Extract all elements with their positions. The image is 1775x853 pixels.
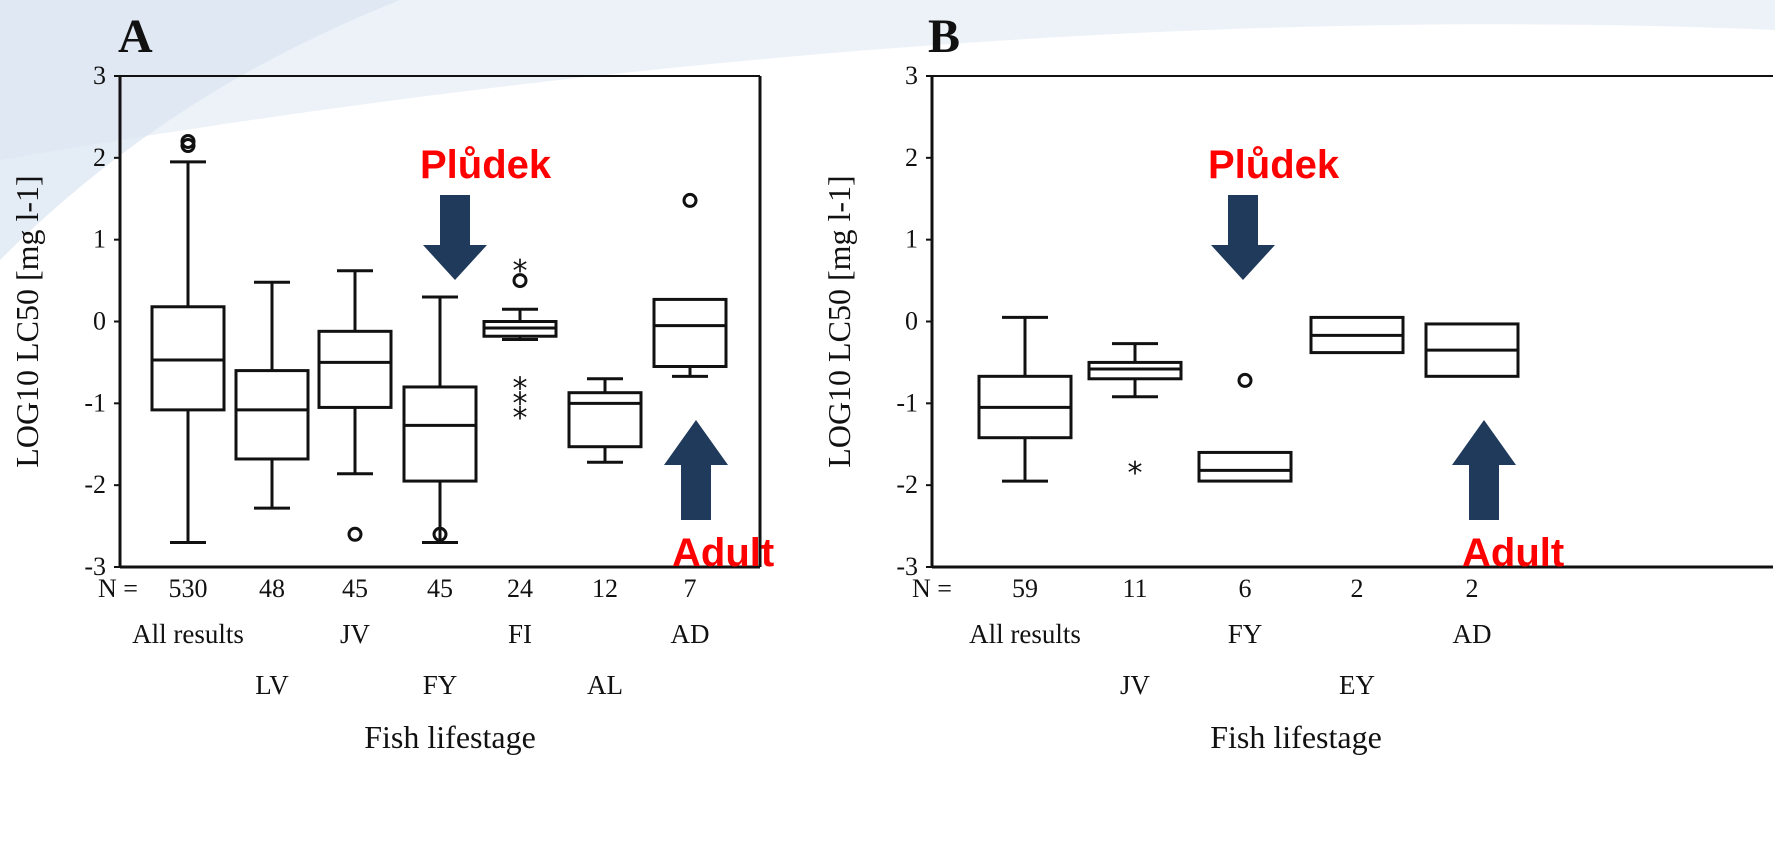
n-count-label: 59 [1012, 574, 1038, 603]
box-iqr [652, 297, 728, 369]
y-tick-label: 0 [905, 307, 918, 336]
y-tick-label: -1 [896, 388, 918, 417]
y-tick-label: 1 [93, 225, 106, 254]
panel-letter: A [118, 10, 153, 63]
y-axis-title: LOG10 LC50 [mg l-1] [9, 175, 45, 467]
category-label: AL [587, 670, 623, 700]
annotation-label: Adult [1462, 531, 1564, 575]
n-count-label: 2 [1466, 574, 1479, 603]
outlier-circle [180, 138, 196, 154]
n-prefix-label: N = [98, 574, 138, 603]
arrow-down-icon [1211, 195, 1275, 280]
box-iqr [150, 305, 226, 412]
n-count-label: 2 [1351, 574, 1364, 603]
panel-a: A3 2 1 0 -1 -2 -3 LOG10 LC50 [mg l-1] N = 530 All … [9, 10, 774, 755]
outlier-star: * [1128, 456, 1143, 491]
y-tick-label: 2 [93, 143, 106, 172]
category-label: FY [423, 670, 458, 700]
box-iqr [317, 329, 393, 409]
box-iqr [567, 391, 643, 449]
n-count-label: 7 [684, 574, 697, 603]
outlier-star: * [513, 401, 528, 436]
x-axis-title: Fish lifestage [1210, 719, 1382, 755]
box-iqr [234, 369, 310, 461]
box-iqr [402, 385, 478, 483]
outlier-circle [432, 526, 448, 542]
n-count-label: 45 [427, 574, 453, 603]
category-label: EY [1339, 670, 1375, 700]
outlier-circle [682, 192, 698, 208]
panel-b: B3 2 1 0 -1 -2 -3 LOG10 LC50 [mg l-1] N = 59 All r… [821, 10, 1773, 755]
y-tick-label: -3 [896, 552, 918, 581]
x-axis-title: Fish lifestage [364, 719, 536, 755]
y-tick-label: 3 [905, 61, 918, 90]
outlier-star: * [513, 372, 528, 407]
panel-letter: B [928, 10, 960, 63]
n-count-label: 24 [507, 574, 533, 603]
category-label: FI [508, 619, 532, 649]
n-count-label: 530 [169, 574, 208, 603]
outlier-star: * [513, 254, 528, 289]
box-iqr [1197, 450, 1293, 483]
category-label: JV [1120, 670, 1151, 700]
y-tick-label: -2 [84, 470, 106, 499]
annotation-label: Plůdek [420, 143, 552, 187]
annotation-label: Adult [672, 531, 774, 575]
category-label: AD [1453, 619, 1492, 649]
outlier-star: * [513, 386, 528, 421]
y-tick-label: 2 [905, 143, 918, 172]
y-tick-label: -3 [84, 552, 106, 581]
n-count-label: 6 [1239, 574, 1252, 603]
n-count-label: 11 [1122, 574, 1147, 603]
outlier-circle [347, 526, 363, 542]
category-label: JV [340, 619, 371, 649]
box-iqr [1087, 360, 1183, 381]
category-label: LV [255, 670, 289, 700]
y-tick-label: -2 [896, 470, 918, 499]
y-tick-label: 3 [93, 61, 106, 90]
n-prefix-label: N = [912, 574, 952, 603]
n-count-label: 12 [592, 574, 618, 603]
y-tick-label: 1 [905, 225, 918, 254]
arrow-up-icon [664, 420, 728, 520]
y-tick-label: -1 [84, 388, 106, 417]
y-tick-label: 0 [93, 307, 106, 336]
annotation-label: Plůdek [1208, 143, 1340, 187]
outlier-circle [1237, 372, 1253, 388]
outlier-circle [512, 273, 528, 289]
y-axis-title: LOG10 LC50 [mg l-1] [821, 175, 857, 467]
arrow-up-icon [1452, 420, 1516, 520]
category-label: All results [132, 619, 244, 649]
category-label: FY [1228, 619, 1263, 649]
arrow-down-icon [423, 195, 487, 280]
category-label: All results [969, 619, 1081, 649]
category-label: AD [671, 619, 710, 649]
n-count-label: 48 [259, 574, 285, 603]
n-count-label: 45 [342, 574, 368, 603]
